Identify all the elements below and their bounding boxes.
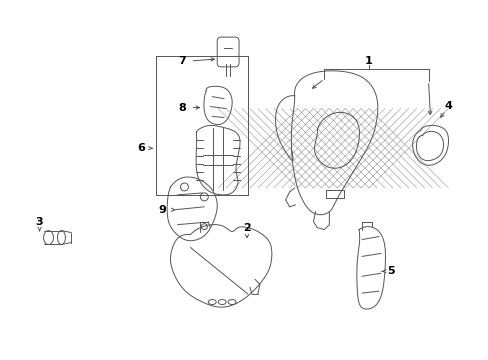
Text: 3: 3 — [36, 217, 43, 227]
Text: 6: 6 — [137, 143, 144, 153]
Text: 9: 9 — [159, 205, 166, 215]
Text: 7: 7 — [178, 56, 186, 66]
Text: 2: 2 — [243, 222, 250, 233]
Text: 5: 5 — [386, 266, 394, 276]
Text: 1: 1 — [365, 56, 372, 66]
Text: 4: 4 — [444, 100, 451, 111]
Text: 8: 8 — [178, 103, 186, 113]
